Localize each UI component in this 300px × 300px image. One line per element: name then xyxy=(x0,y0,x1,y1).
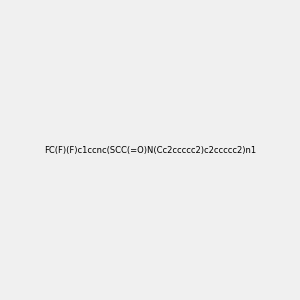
Text: FC(F)(F)c1ccnc(SCC(=O)N(Cc2ccccc2)c2ccccc2)n1: FC(F)(F)c1ccnc(SCC(=O)N(Cc2ccccc2)c2cccc… xyxy=(44,146,256,154)
